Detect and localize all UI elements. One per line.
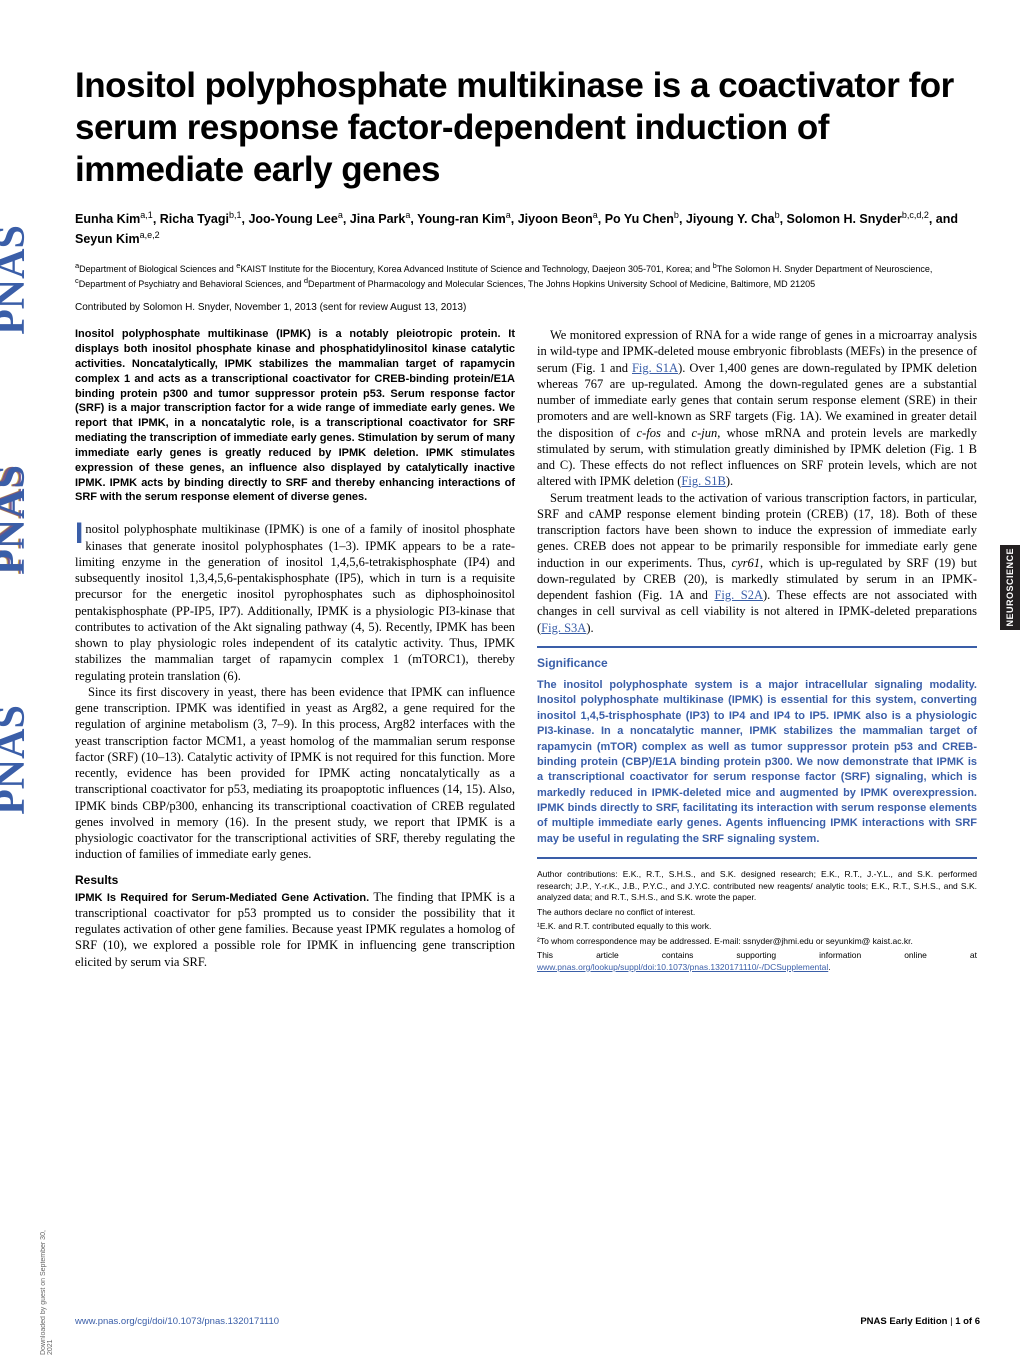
two-column-body: Inositol polyphosphate multikinase (IPMK… [75, 327, 980, 976]
results-heading: Results [75, 873, 515, 887]
results-text: IPMK Is Required for Serum-Mediated Gene… [75, 889, 515, 970]
abstract: Inositol polyphosphate multikinase (IPMK… [75, 327, 515, 505]
cjun: c-jun [692, 426, 718, 440]
cyr61: cyr61 [732, 556, 760, 570]
article-title: Inositol polyphosphate multikinase is a … [75, 65, 980, 191]
significance-text: The inositol polyphosphate system is a m… [537, 678, 977, 847]
pnas-logo: PNAS PNAS PNAS PNAS PNAS [0, 120, 45, 920]
left-column: Inositol polyphosphate multikinase (IPMK… [75, 327, 515, 976]
svg-text:PNAS: PNAS [0, 705, 34, 815]
r-p2-d: ). [586, 621, 593, 635]
download-note: Downloaded by guest on September 30, 202… [40, 1215, 54, 1355]
dropcap: I [75, 521, 85, 547]
significance-box: Significance The inositol polyphosphate … [537, 646, 977, 859]
intro-section: Inositol polyphosphate multikinase (IPMK… [75, 521, 515, 862]
intro-para-1: nositol polyphosphate multikinase (IPMK)… [75, 522, 515, 682]
section-tab: NEUROSCIENCE [1000, 545, 1020, 630]
r-p1-c: and [661, 426, 692, 440]
equal-contribution: ¹E.K. and R.T. contributed equally to th… [537, 921, 977, 932]
svg-text:PNAS: PNAS [0, 225, 34, 335]
right-body: We monitored expression of RNA for a wid… [537, 327, 977, 636]
page-number: PNAS Early Edition | 1 of 6 [860, 1316, 980, 1327]
correspondence: ²To whom correspondence may be addressed… [537, 936, 977, 947]
footer-notes: Author contributions: E.K., R.T., S.H.S.… [537, 869, 977, 973]
doi-link[interactable]: www.pnas.org/cgi/doi/10.1073/pnas.132017… [75, 1316, 279, 1327]
results-subhead: IPMK Is Required for Serum-Mediated Gene… [75, 892, 369, 904]
cfos: c-fos [637, 426, 661, 440]
section-tab-label: NEUROSCIENCE [1005, 548, 1015, 627]
svg-text:PNAS: PNAS [0, 465, 34, 575]
author-contributions: Author contributions: E.K., R.T., S.H.S.… [537, 869, 977, 903]
fig-s3a-link[interactable]: Fig. S3A [541, 621, 586, 635]
contributed-line: Contributed by Solomon H. Snyder, Novemb… [75, 302, 980, 313]
right-column: We monitored expression of RNA for a wid… [537, 327, 977, 976]
affiliations: aDepartment of Biological Sciences and e… [75, 261, 980, 290]
fig-s2a-link[interactable]: Fig. S2A [714, 588, 763, 602]
page-footer: www.pnas.org/cgi/doi/10.1073/pnas.132017… [75, 1316, 980, 1327]
fig-s1b-link[interactable]: Fig. S1B [681, 474, 725, 488]
conflict-statement: The authors declare no conflict of inter… [537, 907, 977, 918]
page-content: Inositol polyphosphate multikinase is a … [75, 65, 980, 976]
supplemental-link[interactable]: www.pnas.org/lookup/suppl/doi:10.1073/pn… [537, 962, 828, 972]
r-p1-e: ). [726, 474, 733, 488]
authors: Eunha Kima,1, Richa Tyagib,1, Joo-Young … [75, 209, 980, 249]
significance-title: Significance [537, 656, 977, 670]
supplemental-line: This article contains supporting informa… [537, 950, 977, 973]
intro-para-2: Since its first discovery in yeast, ther… [75, 684, 515, 863]
fig-s1a-link[interactable]: Fig. S1A [632, 361, 678, 375]
